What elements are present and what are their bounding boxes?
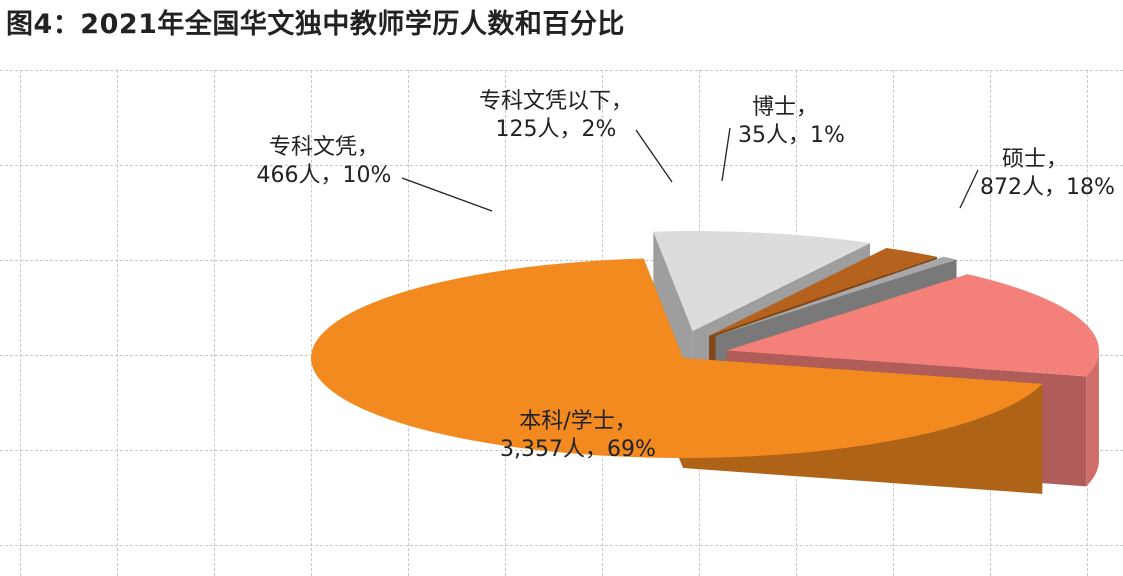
slice-label-bachelor: 本科/学士， 3,357人，69%: [500, 409, 656, 462]
slice-top: [715, 256, 957, 336]
leader-diploma: [401, 177, 493, 212]
slice-top: [726, 274, 1099, 377]
slice-label-diploma: 专科文凭， 466人，10%: [256, 135, 392, 188]
slice-top: [311, 258, 1043, 458]
slice-label-below-diploma: 专科文凭以下， 125人，2%: [478, 89, 633, 142]
leader-masters: [959, 169, 979, 209]
leader-below-diploma: [635, 129, 673, 183]
slice-bachelor: [311, 258, 1043, 494]
slice-label-masters: 硕士， 872人，18%: [980, 147, 1115, 200]
leader-phd: [721, 127, 731, 182]
slice-side: [1086, 350, 1099, 487]
chart-title: 图4：2021年全国华文独中教师学历人数和百分比: [6, 9, 625, 40]
slice-top: [653, 231, 871, 332]
slice-label-phd: 博士， 35人，1%: [738, 95, 845, 148]
slice-top: [709, 247, 937, 336]
